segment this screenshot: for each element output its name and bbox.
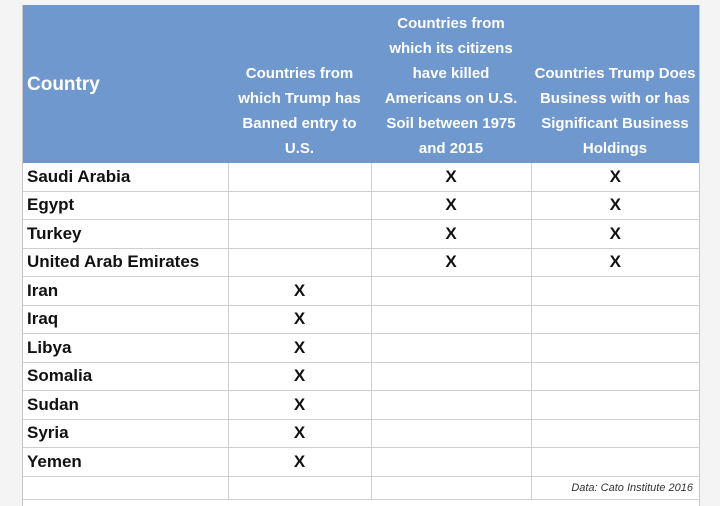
table-row: Sudan X	[23, 390, 699, 419]
country-cell: Yemen	[23, 447, 228, 476]
banned-cell: X	[227, 333, 371, 362]
source-note: Data: Cato Institute 2016	[530, 475, 699, 499]
country-table: Country Countries from which Trump has B…	[23, 5, 699, 499]
banned-cell: X	[227, 304, 371, 334]
business-cell: X	[530, 219, 699, 248]
source-row: Data: Cato Institute 2016	[23, 475, 699, 499]
business-cell	[530, 361, 699, 391]
empty-cell	[227, 475, 371, 499]
table-row: United Arab Emirates X X	[23, 247, 699, 277]
country-cell: Sudan	[23, 390, 228, 419]
killed-cell: X	[370, 219, 531, 248]
table-body: Saudi Arabia X X Egypt X X Turkey X X United Arab…	[23, 163, 699, 499]
header-killed: Countries from which its citizens have k…	[371, 5, 531, 163]
country-cell: Egypt	[23, 190, 228, 220]
table-row: Syria X	[23, 418, 699, 448]
header-banned-text: Countries from which Trump has Banned en…	[238, 65, 361, 157]
header-banned: Countries from which Trump has Banned en…	[228, 5, 371, 163]
banned-cell: X	[227, 390, 371, 419]
banned-cell	[227, 190, 371, 220]
bottom-gridline	[23, 499, 699, 500]
killed-cell	[370, 361, 531, 391]
banned-cell	[227, 247, 371, 277]
business-cell	[530, 333, 699, 362]
table-row: Turkey X X	[23, 219, 699, 248]
country-cell: Iraq	[23, 304, 228, 334]
killed-cell: X	[370, 190, 531, 220]
header-business: Countries Trump Does Business with or ha…	[531, 5, 699, 163]
killed-cell: X	[370, 247, 531, 277]
business-cell	[530, 390, 699, 419]
header-row: Country Countries from which Trump has B…	[23, 5, 699, 163]
country-cell: United Arab Emirates	[23, 247, 228, 277]
business-cell	[530, 276, 699, 305]
country-cell: Syria	[23, 418, 228, 448]
banned-cell: X	[227, 276, 371, 305]
killed-cell	[370, 418, 531, 448]
banned-cell	[227, 163, 371, 191]
empty-cell	[370, 475, 531, 499]
killed-cell: X	[370, 163, 531, 191]
country-cell: Saudi Arabia	[27, 166, 131, 186]
table-row: Yemen X	[23, 447, 699, 476]
business-cell	[530, 304, 699, 334]
table-row: Iran X	[23, 276, 699, 305]
killed-cell	[370, 333, 531, 362]
business-cell: X	[530, 247, 699, 277]
banned-cell: X	[227, 447, 371, 476]
business-cell	[530, 418, 699, 448]
banned-cell	[227, 219, 371, 248]
business-cell: X	[530, 163, 699, 191]
spreadsheet: Country Countries from which Trump has B…	[22, 5, 700, 506]
killed-cell	[370, 390, 531, 419]
killed-cell	[370, 304, 531, 334]
table-row: Saudi Arabia X X	[23, 163, 699, 191]
table-row: Iraq X	[23, 304, 699, 334]
banned-cell: X	[227, 361, 371, 391]
header-killed-text: Countries from which its citizens have k…	[384, 15, 518, 157]
table-row: Egypt X X	[23, 190, 699, 220]
business-cell: X	[530, 190, 699, 220]
table-row: Somalia X	[23, 361, 699, 391]
killed-cell	[370, 276, 531, 305]
country-cell: Somalia	[23, 361, 228, 391]
banned-cell: X	[227, 418, 371, 448]
business-cell	[530, 447, 699, 476]
country-cell: Iran	[23, 276, 228, 305]
country-cell: Libya	[23, 333, 228, 362]
header-country: Country	[23, 5, 228, 163]
header-business-text: Countries Trump Does Business with or ha…	[534, 65, 696, 157]
empty-cell	[23, 475, 228, 499]
killed-cell	[370, 447, 531, 476]
country-cell: Turkey	[23, 219, 228, 248]
table-row: Libya X	[23, 333, 699, 362]
